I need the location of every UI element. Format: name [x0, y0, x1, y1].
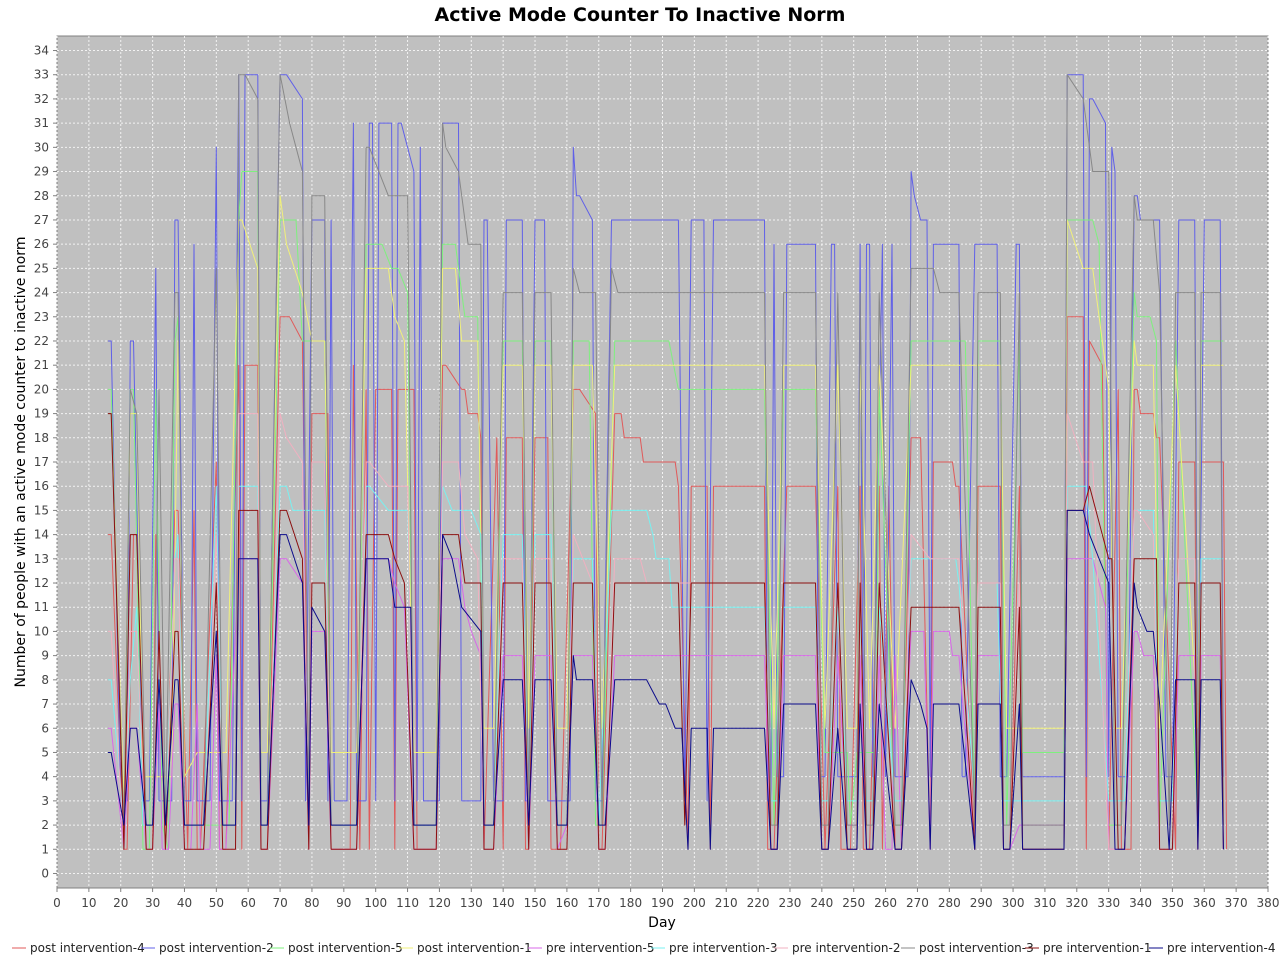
x-tick-label: 70 [272, 896, 287, 910]
y-tick-label: 2 [41, 818, 49, 832]
x-tick-label: 220 [747, 896, 770, 910]
x-tick-label: 90 [336, 896, 351, 910]
legend-item-label: pre intervention-5 [546, 941, 655, 955]
y-tick-label: 9 [41, 649, 49, 663]
x-tick-label: 100 [364, 896, 387, 910]
legend-item-label: post intervention-3 [919, 941, 1034, 955]
x-tick-label: 280 [938, 896, 961, 910]
x-tick-label: 50 [209, 896, 224, 910]
x-tick-label: 40 [177, 896, 192, 910]
x-tick-label: 190 [651, 896, 674, 910]
x-axis-label: Day [648, 915, 676, 931]
x-tick-label: 120 [428, 896, 451, 910]
y-tick-label: 29 [34, 165, 49, 179]
x-tick-label: 310 [1033, 896, 1056, 910]
x-tick-label: 140 [492, 896, 515, 910]
y-tick-label: 23 [34, 310, 49, 324]
x-tick-label: 210 [715, 896, 738, 910]
y-tick-label: 12 [34, 576, 49, 590]
y-tick-label: 28 [34, 189, 49, 203]
x-tick-label: 20 [113, 896, 128, 910]
x-tick-label: 130 [460, 896, 483, 910]
legend-item-label: post intervention-1 [417, 941, 532, 955]
y-axis-ticks: 0123456789101112131415161718192021222324… [34, 44, 57, 880]
x-tick-label: 350 [1161, 896, 1184, 910]
x-tick-label: 370 [1225, 896, 1248, 910]
y-tick-label: 30 [34, 140, 49, 154]
series-layer [108, 74, 1228, 850]
x-tick-label: 200 [683, 896, 706, 910]
x-tick-label: 260 [874, 896, 897, 910]
legend-item-label: post intervention-2 [159, 941, 274, 955]
y-tick-label: 34 [34, 44, 49, 58]
x-axis-ticks: 0 10 20 30 40 50 60 70 80 90 100 110 120 130 140 150 160… [53, 888, 1279, 910]
legend-item-label: post intervention-5 [288, 941, 403, 955]
y-tick-label: 4 [41, 770, 49, 784]
y-tick-label: 7 [41, 697, 49, 711]
x-tick-label: 160 [555, 896, 578, 910]
x-tick-label: 10 [81, 896, 96, 910]
legend: post intervention-4 post intervention-2 po… [12, 941, 1276, 955]
y-tick-label: 31 [34, 116, 49, 130]
y-tick-label: 20 [34, 382, 49, 396]
y-axis-label: Number of people with an active mode cou… [13, 237, 29, 688]
legend-item-label: pre intervention-1 [1043, 941, 1152, 955]
y-tick-label: 18 [34, 431, 49, 445]
y-tick-label: 10 [34, 624, 49, 638]
series-line-pre-intervention-4 [108, 509, 1224, 850]
y-tick-label: 5 [41, 745, 49, 759]
chart-title: Active Mode Counter To Inactive Norm [435, 4, 846, 26]
x-tick-label: 330 [1097, 896, 1120, 910]
y-tick-label: 3 [41, 794, 49, 808]
y-tick-label: 25 [34, 261, 49, 275]
y-tick-label: 32 [34, 92, 49, 106]
y-tick-label: 27 [34, 213, 49, 227]
legend-item-label: pre intervention-3 [669, 941, 778, 955]
x-tick-label: 110 [396, 896, 419, 910]
y-tick-label: 17 [34, 455, 49, 469]
x-tick-label: 360 [1193, 896, 1216, 910]
x-tick-label: 60 [241, 896, 256, 910]
x-tick-label: 80 [304, 896, 319, 910]
y-tick-label: 11 [34, 600, 49, 614]
y-tick-label: 24 [34, 286, 49, 300]
y-tick-label: 15 [34, 503, 49, 517]
x-tick-label: 150 [524, 896, 547, 910]
y-tick-label: 8 [41, 673, 49, 687]
y-tick-label: 22 [34, 334, 49, 348]
x-tick-label: 320 [1065, 896, 1088, 910]
x-tick-label: 250 [842, 896, 865, 910]
x-tick-label: 300 [1002, 896, 1025, 910]
x-tick-label: 270 [906, 896, 929, 910]
x-tick-label: 170 [587, 896, 610, 910]
y-tick-label: 1 [41, 842, 49, 856]
x-tick-label: 180 [619, 896, 642, 910]
legend-item-label: pre intervention-4 [1167, 941, 1276, 955]
legend-item-label: post intervention-4 [30, 941, 145, 955]
y-tick-label: 26 [34, 237, 49, 251]
x-tick-label: 0 [53, 896, 61, 910]
y-tick-label: 33 [34, 68, 49, 82]
x-tick-label: 230 [779, 896, 802, 910]
legend-item-label: pre intervention-2 [792, 941, 901, 955]
y-tick-label: 16 [34, 479, 49, 493]
y-tick-label: 19 [34, 407, 49, 421]
y-tick-label: 14 [34, 528, 49, 542]
x-tick-label: 240 [810, 896, 833, 910]
x-tick-label: 30 [145, 896, 160, 910]
y-tick-label: 21 [34, 358, 49, 372]
y-tick-label: 0 [41, 866, 49, 880]
y-tick-label: 6 [41, 721, 49, 735]
x-tick-label: 290 [970, 896, 993, 910]
x-tick-label: 380 [1257, 896, 1280, 910]
x-tick-label: 340 [1129, 896, 1152, 910]
y-tick-label: 13 [34, 552, 49, 566]
